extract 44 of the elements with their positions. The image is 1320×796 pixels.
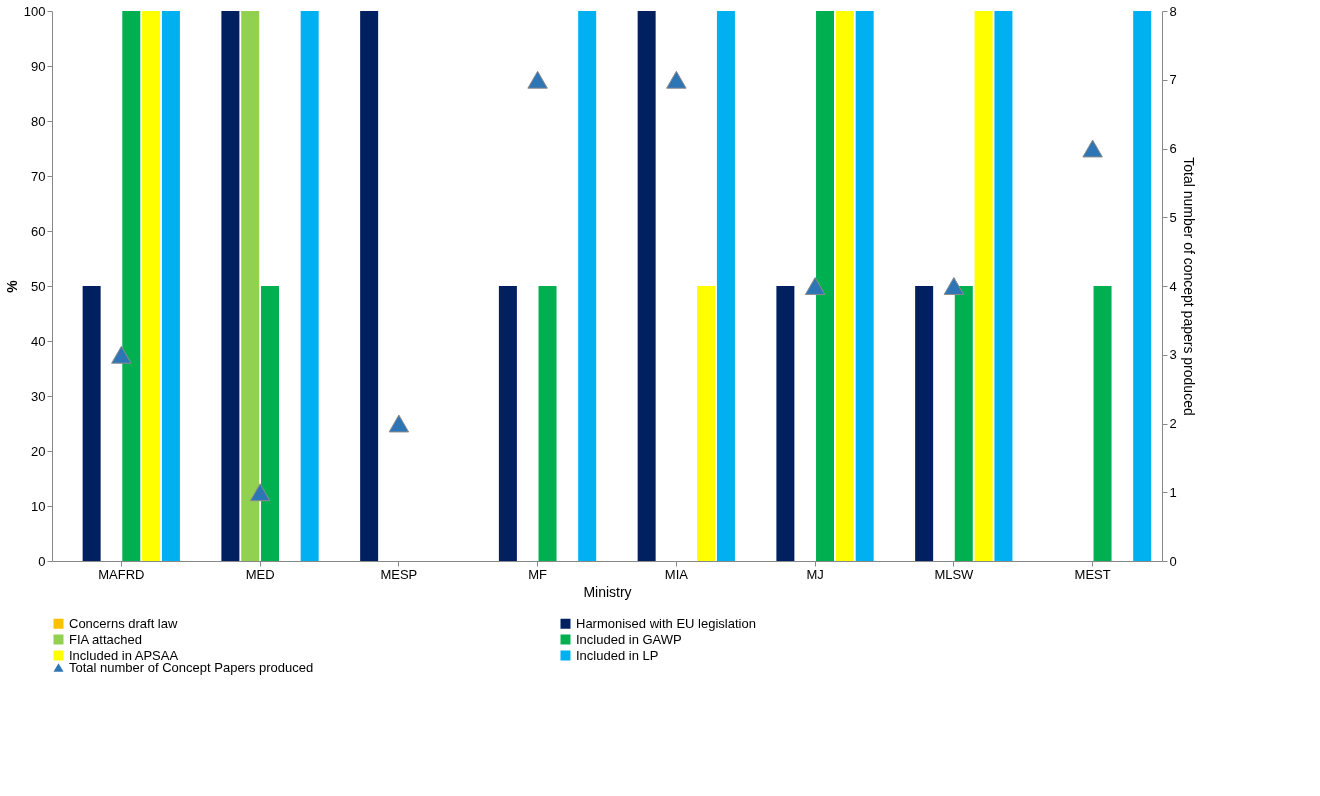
y-tick-label: 30: [31, 388, 46, 404]
point: [527, 70, 548, 89]
y2-tick-label: 5: [1169, 209, 1177, 225]
y-tick-label: 70: [31, 168, 46, 184]
y2-axis-title: Total number of concept papers produced: [1180, 157, 1197, 416]
legend-label: Harmonised with EU legislation: [576, 615, 756, 631]
legend-label: Concerns draft law: [69, 615, 178, 631]
y2-tick-label: 1: [1169, 484, 1177, 500]
y-tick-label: 10: [31, 498, 46, 514]
point: [1082, 139, 1103, 158]
y2-tick-label: 7: [1169, 72, 1177, 88]
y2-tick-label: 4: [1169, 278, 1177, 294]
y-tick-label: 40: [31, 333, 46, 349]
y-tick-label: 0: [38, 553, 46, 569]
y2-tick-label: 0: [1169, 553, 1177, 569]
y2-tick-label: 3: [1169, 347, 1177, 363]
y-axis-title: %: [3, 279, 20, 293]
x-tick-label: MJ: [806, 566, 824, 582]
x-axis-title: Ministry: [583, 583, 632, 600]
point: [666, 70, 687, 89]
x-tick-label: MESP: [380, 566, 418, 582]
x-tick-label: MAFRD: [98, 566, 145, 582]
y2-tick-label: 2: [1169, 416, 1177, 431]
point: [804, 277, 826, 295]
legend-label: Included in LP: [576, 647, 659, 663]
y-tick-label: 50: [31, 278, 46, 294]
point: [249, 483, 271, 502]
x-tick-label: MLSW: [934, 566, 975, 582]
point: [388, 414, 410, 433]
x-tick-label: MED: [245, 566, 275, 582]
y-tick-label: 80: [31, 113, 46, 129]
y2-tick-label: 8: [1169, 3, 1177, 19]
x-tick-label: MIA: [664, 566, 689, 582]
x-tick-label: MEST: [1074, 566, 1111, 582]
legend-label: FIA attached: [69, 631, 142, 647]
x-tick-label: MF: [528, 566, 548, 582]
y2-tick-label: 6: [1169, 141, 1177, 156]
y-tick-label: 20: [31, 443, 46, 459]
legend-label: Included in GAWP: [576, 631, 682, 647]
y-tick-label: 90: [31, 58, 46, 74]
y-tick-label: 60: [31, 223, 46, 239]
point: [943, 277, 965, 295]
y-tick-label: 100: [23, 3, 46, 19]
point: [111, 345, 132, 364]
